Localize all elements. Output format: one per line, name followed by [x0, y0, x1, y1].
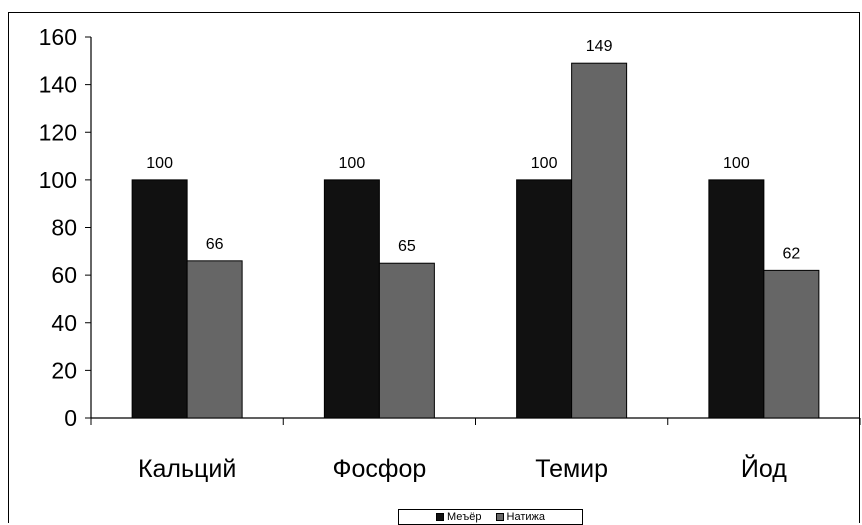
y-tick-label-7: 140	[39, 72, 77, 98]
legend-label-series-0: Меъёр	[447, 511, 482, 523]
data-label-2-series-1: 149	[586, 38, 613, 55]
x-category-label-1: Фосфор	[332, 455, 426, 483]
x-category-label-0: Кальций	[138, 455, 236, 483]
data-label-3-series-0: 100	[723, 155, 750, 172]
y-tick-label-3: 60	[51, 262, 77, 288]
x-category-label-3: Йод	[741, 453, 787, 483]
bar-1-series-1	[378, 262, 435, 419]
data-label-1-series-0: 100	[339, 155, 366, 172]
legend-item-series-0: Меъёр	[436, 511, 482, 523]
legend-label-series-1: Натижа	[506, 511, 545, 523]
y-tick-label-4: 80	[51, 215, 77, 241]
y-tick-label-0: 0	[64, 405, 77, 431]
legend-swatch-series-1	[495, 513, 504, 521]
y-tick-label-6: 120	[39, 119, 77, 145]
legend-swatch-series-0	[436, 513, 444, 521]
y-tick-label-1: 20	[51, 357, 77, 383]
data-label-2-series-0: 100	[531, 155, 558, 172]
bar-0-series-0	[131, 179, 188, 419]
data-label-0-series-0: 100	[146, 155, 173, 172]
data-label-1-series-1: 65	[398, 238, 416, 255]
y-tick-label-5: 100	[39, 167, 77, 193]
x-category-label-2: Темир	[535, 455, 608, 483]
bar-0-series-1	[186, 260, 243, 419]
data-label-3-series-1: 62	[782, 245, 800, 262]
legend: Меъёр Натижа	[398, 509, 583, 525]
bar-3-series-0	[708, 179, 765, 419]
y-tick-label-2: 40	[51, 310, 77, 336]
bar-3-series-1	[763, 269, 820, 419]
y-tick-label-8: 160	[39, 24, 77, 50]
bar-2-series-1	[571, 62, 628, 419]
legend-item-series-1: Натижа	[495, 511, 545, 523]
bar-2-series-0	[516, 179, 573, 419]
bar-1-series-0	[323, 179, 380, 419]
data-label-0-series-1: 66	[206, 236, 224, 253]
